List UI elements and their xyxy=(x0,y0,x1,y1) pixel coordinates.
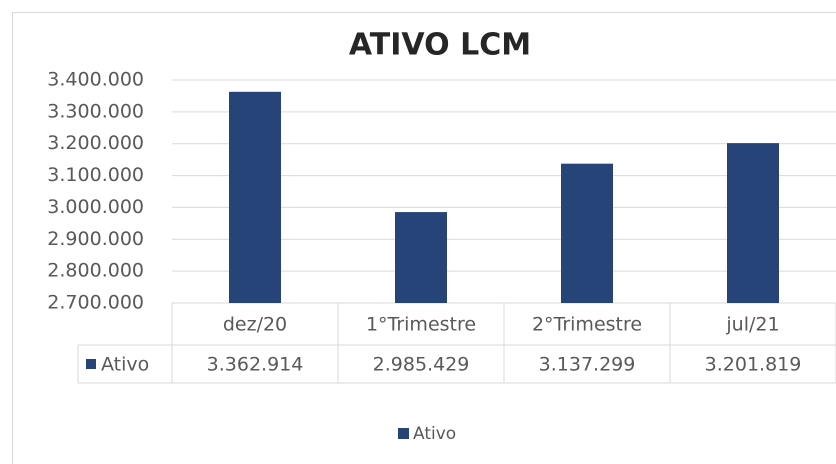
y-tick-label: 2.900.000 xyxy=(47,228,144,250)
y-tick-label: 3.100.000 xyxy=(47,164,144,186)
y-tick-label: 3.400.000 xyxy=(47,69,144,91)
table-value: 3.201.819 xyxy=(705,354,802,376)
legend-key xyxy=(398,428,409,439)
table-value: 2.985.429 xyxy=(373,354,470,376)
y-tick-label: 3.300.000 xyxy=(47,100,144,122)
bar xyxy=(395,212,447,303)
x-tick-label: dez/20 xyxy=(223,314,287,336)
y-tick-label: 2.800.000 xyxy=(47,260,144,282)
y-tick-label: 3.200.000 xyxy=(47,132,144,154)
bar xyxy=(727,143,779,303)
table-legend-label: Ativo xyxy=(101,354,149,376)
bar xyxy=(561,163,613,303)
table-legend-key xyxy=(86,359,96,369)
y-tick-label: 2.700.000 xyxy=(47,292,144,314)
bar xyxy=(229,91,281,303)
chart-title: ATIVO LCM xyxy=(349,28,531,63)
y-tick-label: 3.000.000 xyxy=(47,196,144,218)
table-value: 3.137.299 xyxy=(539,354,636,376)
x-tick-label: jul/21 xyxy=(725,314,779,336)
table-value: 3.362.914 xyxy=(207,354,304,376)
x-tick-label: 2°Trimestre xyxy=(532,314,642,336)
x-tick-label: 1°Trimestre xyxy=(366,314,476,336)
legend-label: Ativo xyxy=(413,424,456,444)
